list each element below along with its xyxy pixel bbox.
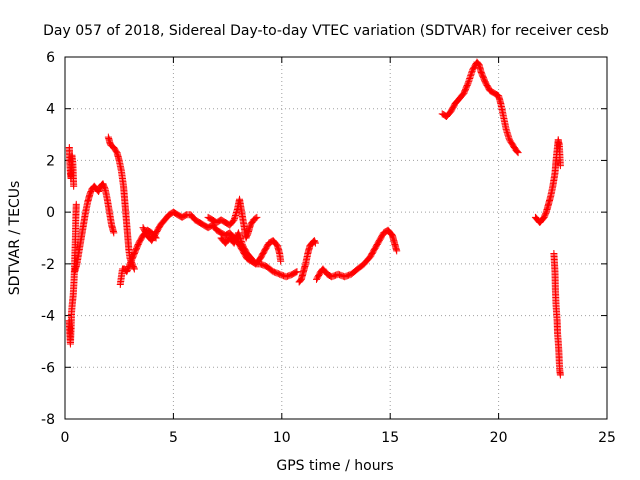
y-tick-label: -4 bbox=[41, 309, 55, 325]
data-point bbox=[252, 214, 260, 222]
data-point bbox=[296, 277, 304, 285]
data-point bbox=[556, 371, 564, 379]
data-point bbox=[513, 147, 521, 155]
data-point bbox=[311, 239, 319, 247]
data-point bbox=[277, 257, 285, 265]
y-tick-labels: -8 -6 -4 -2 0 2 4 6 bbox=[41, 50, 55, 428]
data-point bbox=[513, 148, 521, 156]
chart-title: Day 057 of 2018, Sidereal Day-to-day VTE… bbox=[43, 23, 609, 39]
grid-lines bbox=[65, 57, 607, 419]
y-tick-label: 4 bbox=[46, 102, 55, 118]
data-point bbox=[474, 59, 482, 67]
data-point bbox=[514, 149, 522, 157]
plot-frame bbox=[64, 56, 608, 420]
data-point bbox=[393, 247, 401, 255]
data-points bbox=[65, 58, 564, 379]
data-point bbox=[387, 230, 395, 238]
data-point bbox=[556, 162, 564, 170]
y-tick-label: 2 bbox=[46, 153, 55, 169]
data-point bbox=[293, 268, 301, 276]
y-tick-label: -8 bbox=[41, 412, 55, 428]
data-point bbox=[311, 238, 319, 246]
data-point bbox=[70, 182, 78, 190]
x-tick-label: 10 bbox=[273, 430, 291, 446]
data-point bbox=[110, 229, 118, 237]
x-tick-label: 15 bbox=[381, 430, 399, 446]
y-tick-label: 0 bbox=[46, 205, 55, 221]
data-point bbox=[72, 200, 80, 208]
y-tick-label: 6 bbox=[46, 50, 55, 66]
x-tick-label: 25 bbox=[598, 430, 616, 446]
x-tick-label: 5 bbox=[169, 430, 178, 446]
data-point bbox=[292, 268, 300, 276]
axis-ticks bbox=[64, 56, 608, 420]
data-point bbox=[253, 213, 261, 221]
data-point bbox=[130, 265, 138, 273]
y-tick-label: -2 bbox=[41, 257, 55, 273]
y-axis-title: SDTVAR / TECUs bbox=[7, 181, 23, 296]
x-tick-label: 20 bbox=[490, 430, 508, 446]
x-tick-labels: 0 5 10 15 20 25 bbox=[61, 430, 616, 446]
y-tick-label: -6 bbox=[41, 360, 55, 376]
x-tick-label: 0 bbox=[61, 430, 70, 446]
x-axis-title: GPS time / hours bbox=[276, 458, 393, 474]
